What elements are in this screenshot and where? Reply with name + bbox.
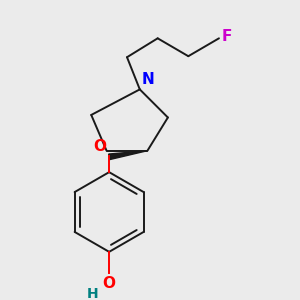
Text: H: H	[87, 287, 99, 300]
Polygon shape	[109, 151, 147, 160]
Text: O: O	[94, 139, 106, 154]
Text: O: O	[103, 276, 116, 291]
Text: F: F	[222, 29, 232, 44]
Text: N: N	[142, 72, 155, 87]
